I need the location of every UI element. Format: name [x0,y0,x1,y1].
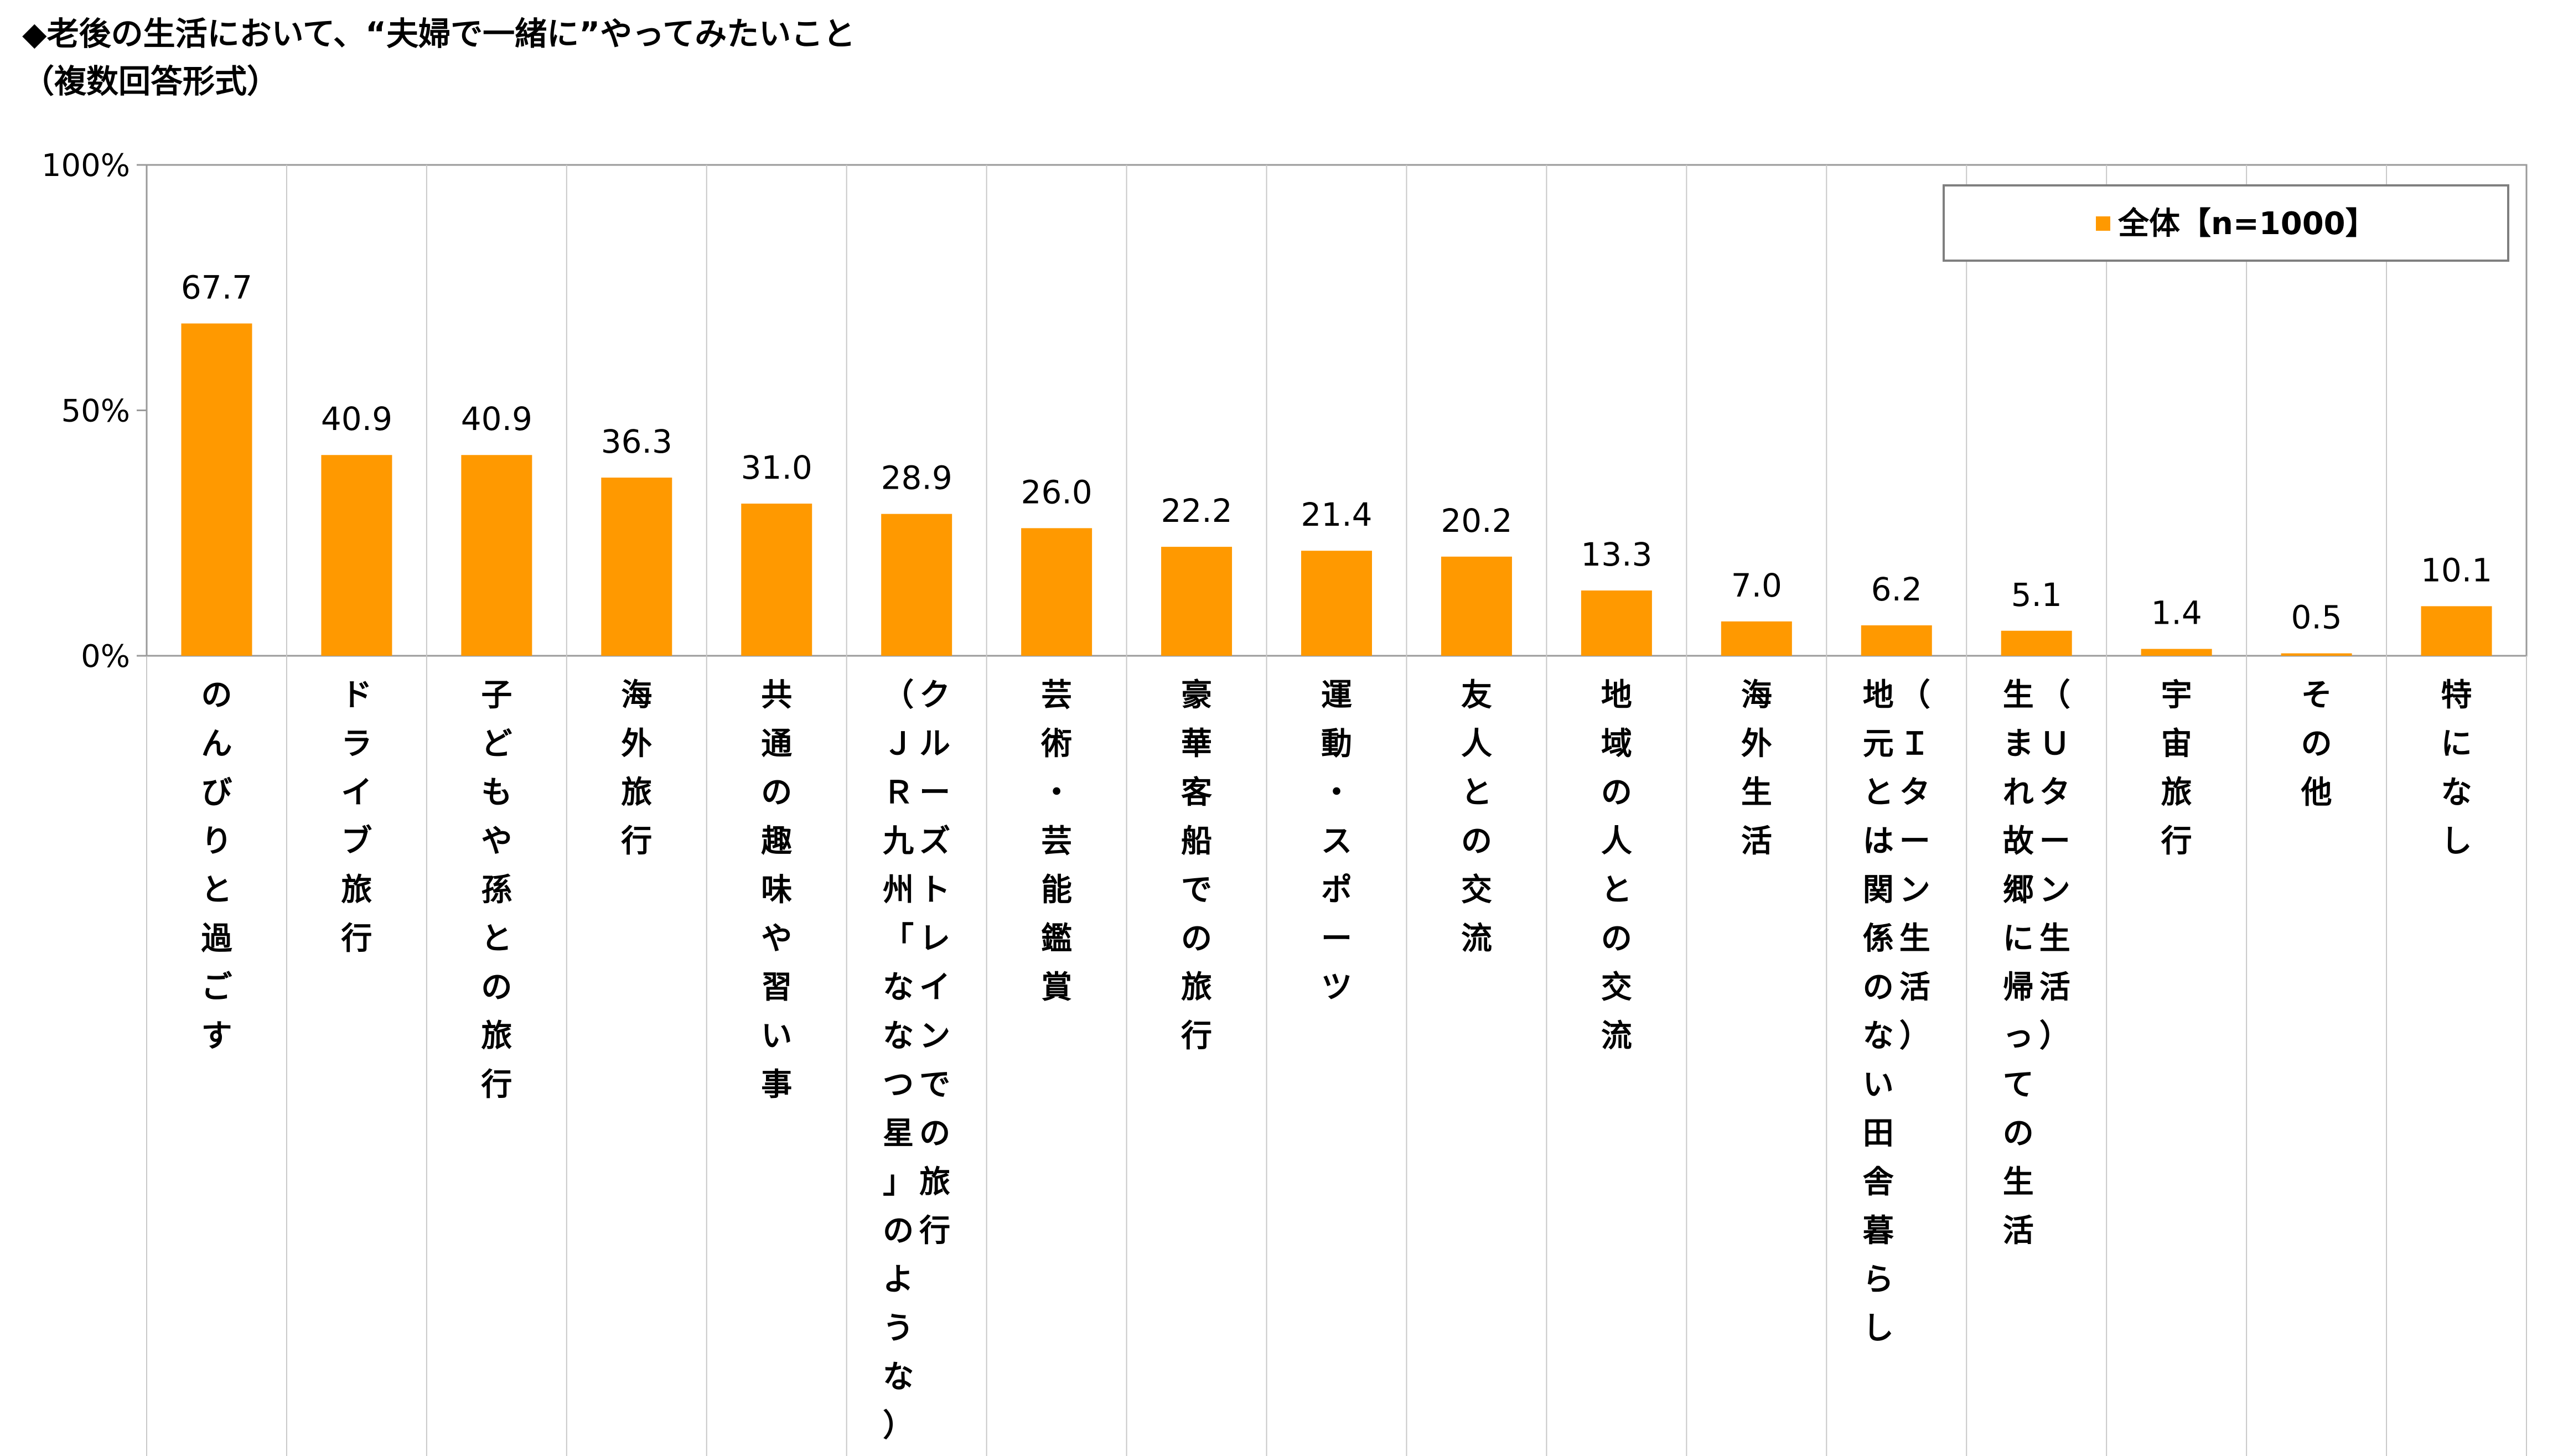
bar-value-label: 31.0 [741,449,812,486]
bar-value-label: 40.9 [461,400,532,438]
bar-value-label: 0.5 [2291,599,2342,636]
bar [2421,606,2492,656]
y-tick-label: 0% [81,639,130,675]
category-label: 海外旅行 [621,677,652,859]
chart-subtitle: （複数回答形式） [22,63,279,100]
category-label: その他 [2301,677,2332,811]
category-label: 海外生活 [1741,677,1772,859]
bar-value-label: 13.3 [1581,536,1652,573]
legend-box [1943,184,2509,262]
bar [2281,653,2352,656]
bar [461,455,532,656]
bar-value-label: 67.7 [181,269,252,307]
bar-value-label: 6.2 [1871,571,1922,608]
chart-title: ◆老後の生活において、“夫婦で一緒に”やってみたいこと [22,15,856,53]
bar [1021,528,1092,656]
bar [881,514,952,656]
bar-value-label: 1.4 [2151,594,2202,632]
bar-value-label: 40.9 [321,400,392,438]
bar [1441,556,1512,656]
y-tick-label: 100% [42,148,130,184]
category-label: 共通の趣味や習い事 [761,677,792,1103]
bar [181,323,252,656]
category-label: 運動・スポーツ [1321,677,1352,1006]
legend-label: 全体【n=1000】 [2117,206,2376,242]
chart-title-block: ◆老後の生活において、“夫婦で一緒に”やってみたいこと （複数回答形式） [22,10,855,105]
bar-value-label: 28.9 [881,459,952,497]
bar [1581,590,1652,656]
bar [2001,630,2072,656]
category-label: 宇宙旅行 [2161,677,2192,859]
category-label: 友人との交流 [1461,677,1492,957]
bar [741,504,812,656]
category-label: のんびりと過ごす [201,677,232,1054]
bar [2141,649,2212,656]
bar-value-label: 10.1 [2421,551,2492,589]
category-label: 生まれ故郷に帰っての生活 [2003,677,2034,1249]
bar [1721,621,1792,656]
bar-value-label: 20.2 [1441,502,1512,540]
category-label: （Ｕターン生活） [2039,677,2070,1054]
bar-value-label: 5.1 [2011,576,2062,614]
bar-value-label: 36.3 [601,423,672,460]
category-label: （Ｉターン生活） [1899,677,1930,1054]
category-label: クルーズトレインでの旅行 [919,677,950,1249]
category-label: ドライブ旅行 [341,677,372,957]
bar-value-label: 26.0 [1021,473,1092,511]
category-label: 芸術・芸能鑑賞 [1040,677,1072,1006]
category-label: 特になし [2441,677,2472,859]
bar [1161,547,1233,656]
bar [321,455,392,656]
category-label: 地元とは関係のない田舎暮らし [1863,677,1894,1346]
bar-value-label: 7.0 [1731,567,1782,604]
bar [1301,551,1372,656]
bar-value-label: 22.2 [1161,492,1232,530]
bar [1861,625,1932,656]
category-label: （ＪＲ九州「ななつ星」のような） [883,677,914,1444]
bar [601,478,672,656]
category-label: 豪華客船での旅行 [1181,677,1212,1054]
legend-swatch [2096,216,2110,231]
category-label: 地域の人との交流 [1601,677,1632,1054]
bar-value-label: 21.4 [1301,496,1372,533]
y-tick-label: 50% [61,393,130,429]
category-label: 子どもや孫との旅行 [481,677,512,1103]
